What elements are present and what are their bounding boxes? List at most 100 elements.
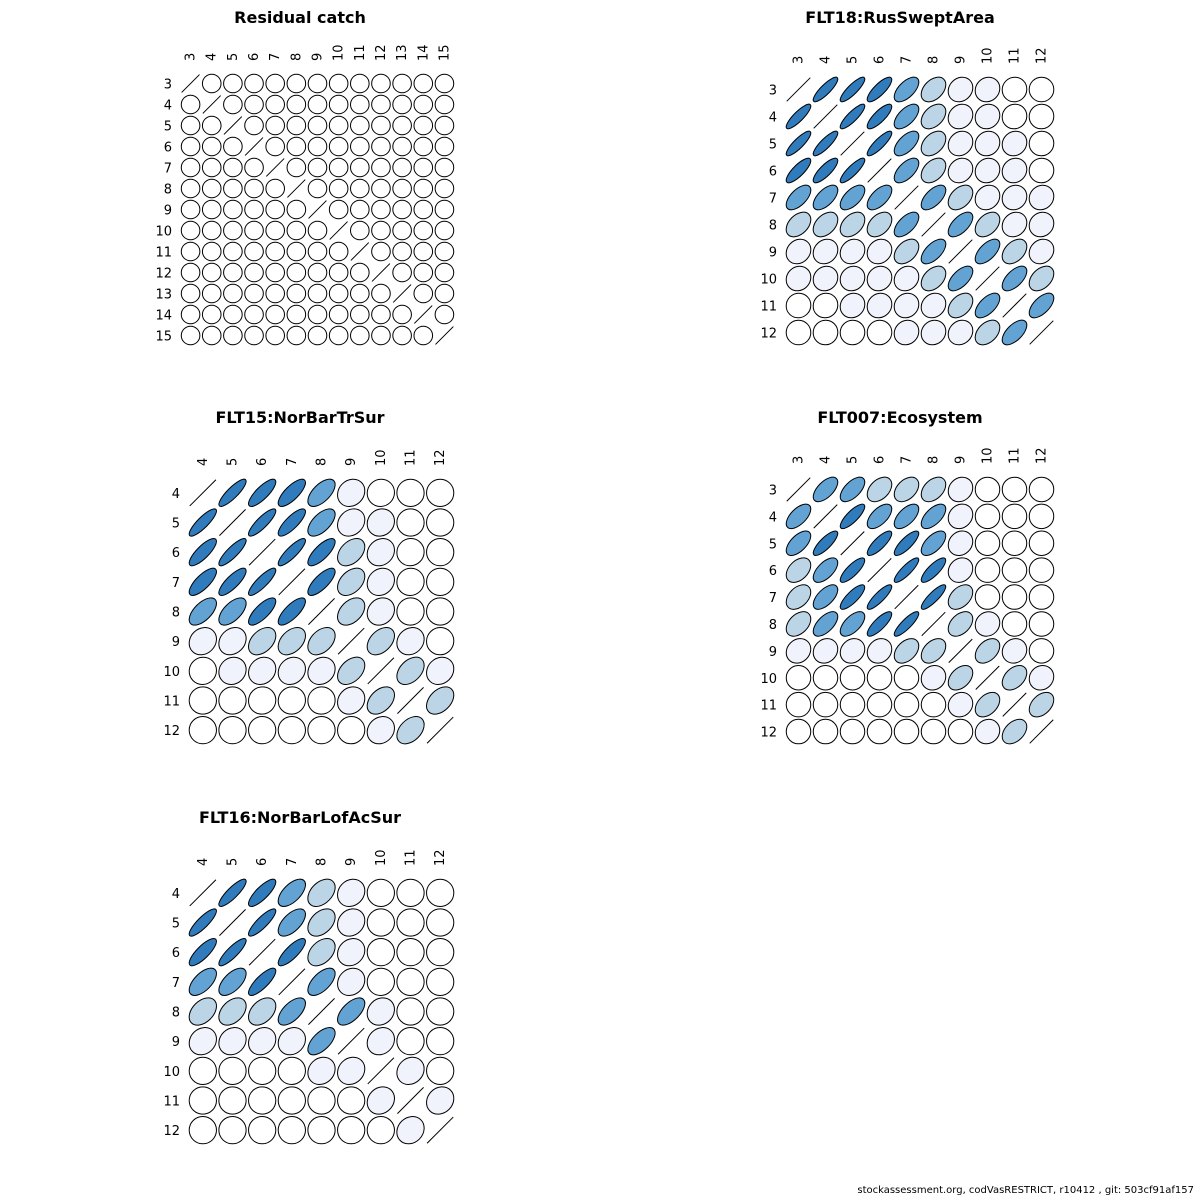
row-tick-label: 13 [155, 288, 172, 303]
correlation-ellipse [201, 136, 222, 157]
correlation-ellipse [350, 325, 370, 346]
row-tick-label: 8 [769, 219, 777, 234]
diagonal-mark [813, 104, 838, 129]
correlation-ellipse [265, 94, 285, 115]
correlation-ellipse [920, 157, 947, 184]
correlation-ellipse [947, 76, 974, 103]
correlation-ellipse [223, 325, 243, 346]
correlation-ellipse [920, 557, 947, 583]
correlation-ellipse [392, 73, 412, 94]
correlation-ellipse [218, 1116, 247, 1145]
correlation-ellipse [974, 184, 1001, 211]
correlation-ellipse [413, 94, 434, 115]
correlation-ellipse [223, 73, 243, 94]
correlation-ellipse [947, 718, 974, 745]
correlation-ellipse [1001, 76, 1028, 103]
correlation-ellipse [328, 73, 349, 94]
correlation-ellipse [371, 115, 391, 136]
column-tick-label: 11 [353, 44, 368, 61]
row-tick-label: 8 [172, 606, 180, 621]
correlation-ellipse [286, 283, 307, 304]
row-tick-label: 12 [760, 327, 777, 342]
correlation-ellipse [328, 283, 349, 304]
correlation-ellipse [413, 325, 434, 346]
correlation-ellipse [947, 503, 974, 530]
row-tick-label: 10 [760, 273, 777, 288]
column-tick-label: 4 [819, 456, 834, 464]
correlation-ellipse [974, 584, 1001, 610]
correlation-ellipse [277, 1116, 306, 1145]
row-tick-label: 8 [164, 183, 172, 198]
correlation-ellipse [812, 76, 839, 103]
diagonal-mark [181, 74, 200, 93]
correlation-ellipse [839, 103, 866, 130]
diagonal-mark [840, 131, 865, 156]
correlation-ellipse [812, 265, 839, 292]
correlation-ellipse [248, 878, 277, 907]
correlation-ellipse [188, 508, 217, 537]
correlation-ellipse [1028, 638, 1055, 664]
row-tick-label: 4 [164, 99, 172, 114]
correlation-ellipse [947, 184, 974, 211]
correlation-ellipse [893, 718, 920, 745]
correlation-ellipse [839, 292, 866, 319]
correlation-ellipse [812, 718, 839, 745]
correlation-ellipse [1001, 476, 1028, 503]
correlation-ellipse [839, 184, 866, 211]
diagonal-mark [265, 158, 285, 177]
correlation-ellipse [947, 211, 974, 238]
diagonal-mark [867, 158, 892, 183]
correlation-ellipse [223, 136, 243, 157]
correlation-ellipse [785, 665, 812, 691]
correlation-ellipse [277, 1027, 306, 1056]
panel-title: FLT15:NorBarTrSur [215, 408, 384, 427]
correlation-ellipse [265, 115, 285, 136]
correlation-ellipse [265, 73, 285, 94]
row-tick-label: 11 [760, 300, 777, 315]
correlation-ellipse [307, 73, 328, 94]
correlation-ellipse [188, 1116, 217, 1145]
correlation-ellipse [974, 76, 1001, 103]
correlation-ellipse [392, 94, 412, 115]
correlation-ellipse [785, 691, 812, 718]
column-tick-label: 7 [285, 858, 300, 866]
correlation-ellipse [350, 115, 370, 136]
correlation-ellipse [188, 567, 217, 596]
correlation-ellipse [839, 157, 866, 184]
correlation-ellipse [785, 292, 812, 319]
correlation-ellipse [337, 597, 366, 626]
correlation-ellipse [244, 325, 264, 346]
correlation-ellipse [277, 997, 306, 1026]
correlation-ellipse [366, 1086, 395, 1115]
correlation-ellipse [244, 178, 264, 199]
correlation-ellipse [396, 656, 425, 685]
correlation-ellipse [785, 184, 812, 211]
correlation-ellipse [265, 283, 285, 304]
column-tick-label: 12 [433, 849, 448, 866]
column-tick-label: 5 [226, 53, 241, 61]
correlation-ellipse [785, 638, 812, 664]
correlation-ellipse [328, 262, 349, 283]
diagonal-mark [308, 998, 335, 1025]
correlation-ellipse [866, 665, 893, 691]
correlation-ellipse [286, 115, 307, 136]
correlation-ellipse [328, 325, 349, 346]
correlation-ellipse [286, 325, 307, 346]
correlation-ellipse [1001, 584, 1028, 610]
column-tick-label: 3 [184, 53, 199, 61]
correlation-ellipse [920, 476, 947, 503]
row-tick-label: 11 [163, 695, 180, 710]
correlation-ellipse [839, 265, 866, 292]
correlation-ellipse [337, 478, 366, 507]
correlation-ellipse [426, 567, 455, 596]
row-tick-label: 6 [769, 165, 777, 180]
correlation-ellipse [392, 199, 412, 220]
column-tick-label: 4 [819, 56, 834, 64]
correlation-ellipse [337, 656, 366, 685]
correlation-ellipse [371, 94, 391, 115]
row-tick-label: 4 [769, 510, 777, 525]
row-tick-label: 7 [172, 576, 180, 591]
correlation-ellipse [218, 656, 247, 685]
correlation-ellipse [1028, 265, 1055, 292]
column-tick-label: 6 [247, 53, 262, 61]
